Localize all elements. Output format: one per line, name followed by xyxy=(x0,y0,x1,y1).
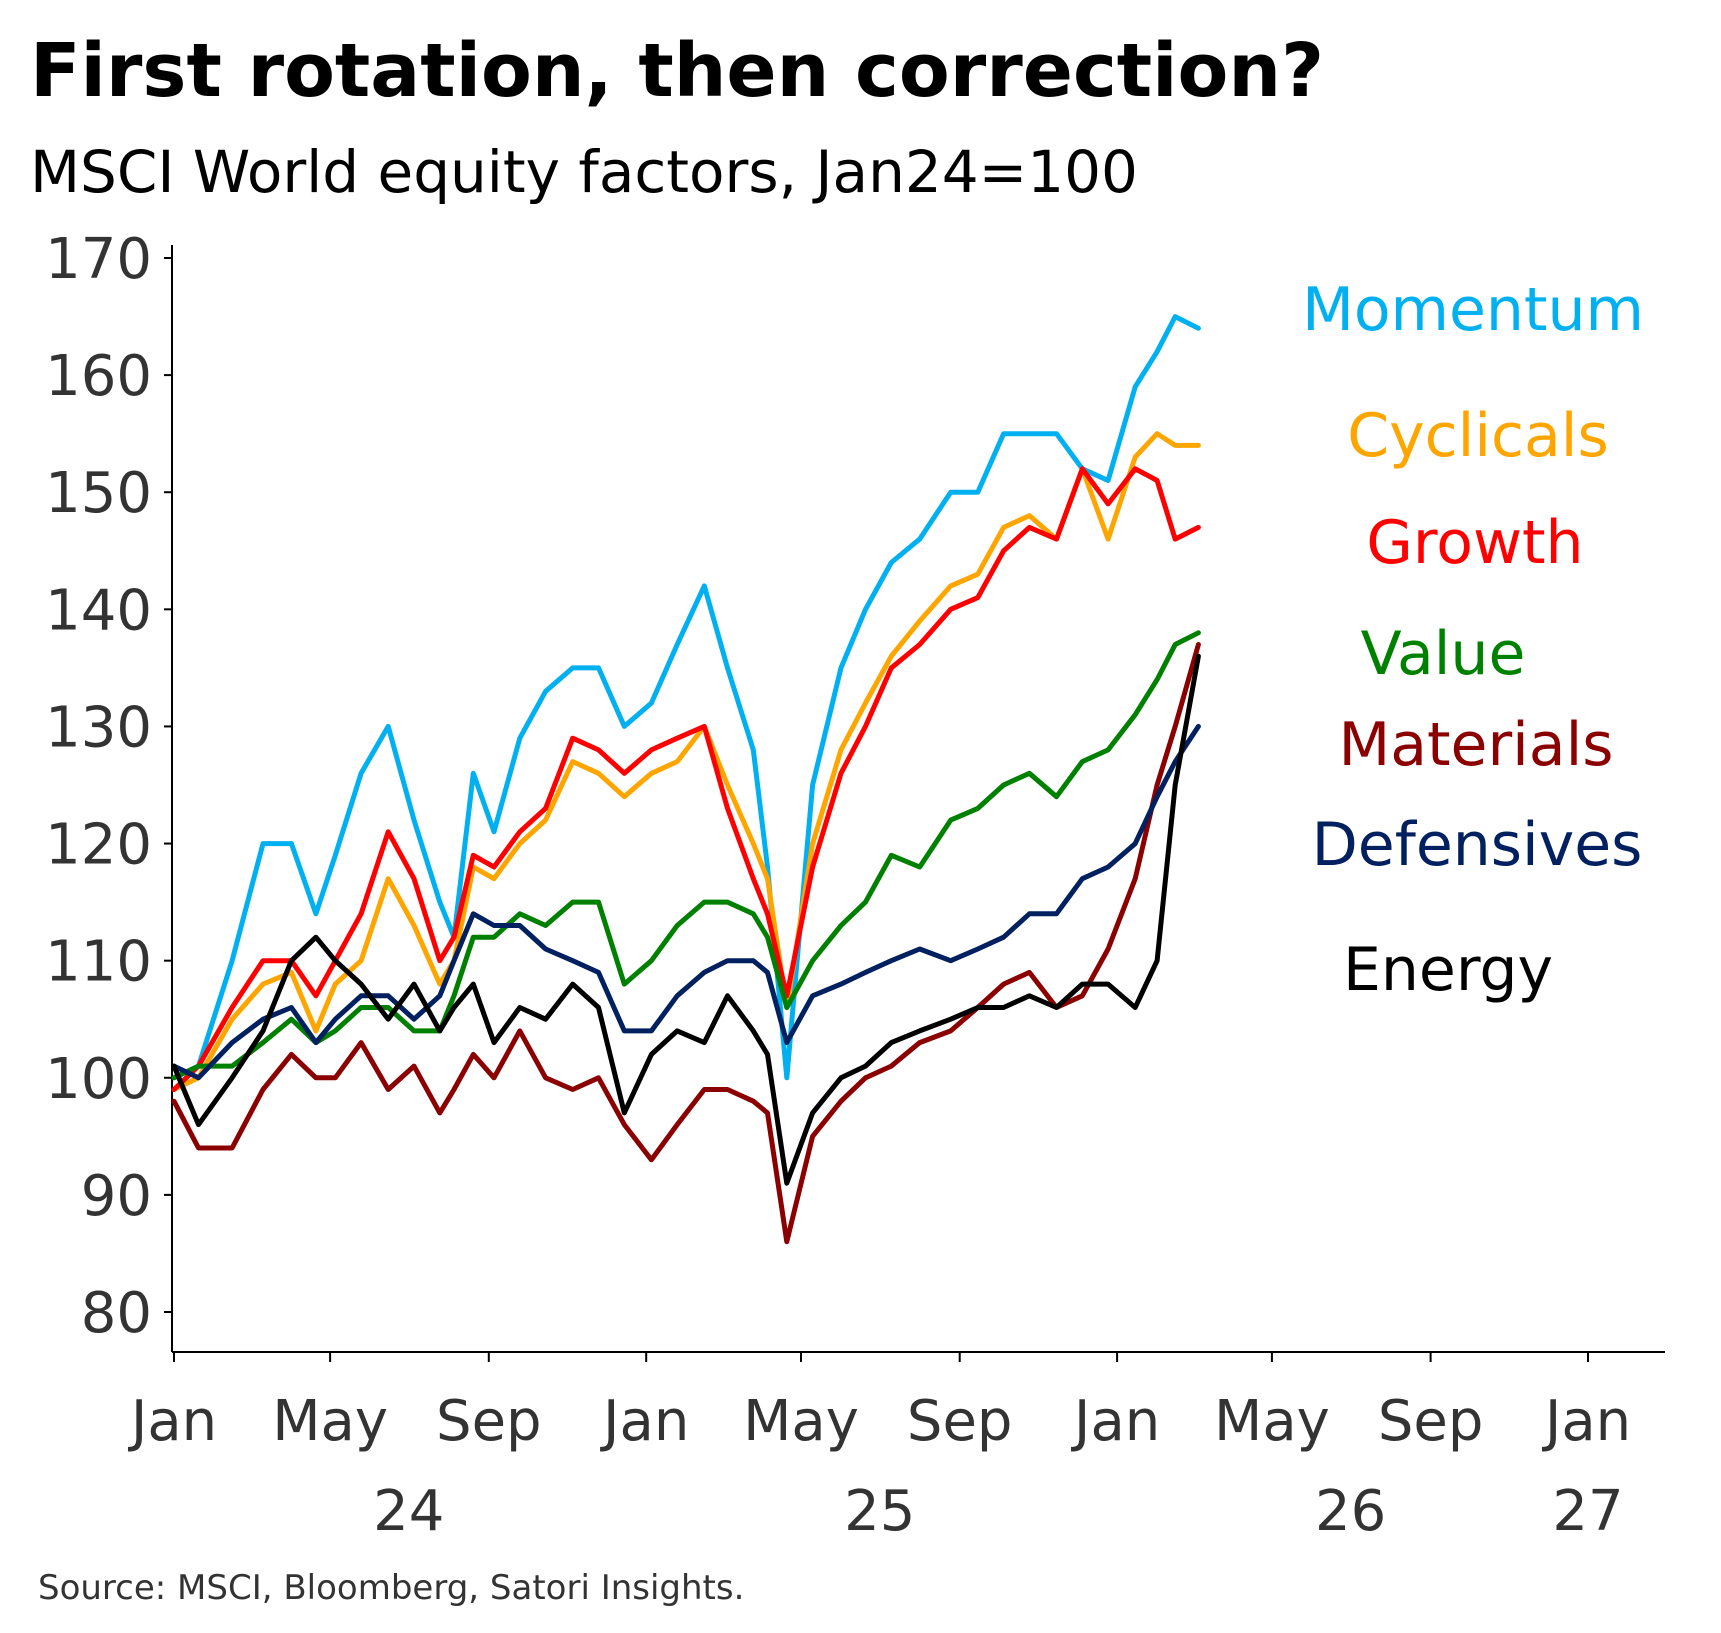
y-tick-label: 80 xyxy=(81,1281,152,1346)
y-tick-label: 110 xyxy=(45,930,152,995)
y-tick-label: 160 xyxy=(45,344,152,409)
year-label: 25 xyxy=(844,1479,915,1544)
series-line-materials xyxy=(171,642,1201,1245)
axes: 170 160 150 140 130 120 110 100 90 80 Jan May Sep Jan… xyxy=(45,227,1665,1544)
legend-label-energy: Energy xyxy=(1343,935,1553,1005)
series-line-momentum xyxy=(171,314,1201,1081)
x-tick-label: Jan xyxy=(128,1389,217,1454)
series-line-growth xyxy=(171,466,1201,1092)
x-tick-label: May xyxy=(272,1389,388,1454)
y-tick-label: 140 xyxy=(45,578,152,643)
x-tick-label: Sep xyxy=(1378,1389,1484,1454)
y-tick-label: 120 xyxy=(45,813,152,878)
chart-title: First rotation, then correction? xyxy=(30,28,1324,114)
legend-label-momentum: Momentum xyxy=(1302,275,1644,345)
source-note: Source: MSCI, Bloomberg, Satori Insights… xyxy=(38,1568,745,1608)
series-line-energy xyxy=(171,653,1201,1186)
legend-label-cyclicals: Cyclicals xyxy=(1347,401,1608,471)
x-tick-label: Sep xyxy=(907,1389,1013,1454)
y-tick-label: 150 xyxy=(45,461,152,526)
y-tick-label: 100 xyxy=(45,1047,152,1112)
year-label: 27 xyxy=(1552,1479,1623,1544)
x-tick-label: Sep xyxy=(436,1389,542,1454)
x-tick-label: Jan xyxy=(600,1389,689,1454)
legend-label-defensives: Defensives xyxy=(1312,810,1643,880)
x-tick-label: Jan xyxy=(1542,1389,1631,1454)
y-tick-label: 130 xyxy=(45,695,152,760)
x-tick-label: May xyxy=(743,1389,859,1454)
year-label: 24 xyxy=(373,1479,444,1544)
x-tick-label: May xyxy=(1214,1389,1330,1454)
series-line-cyclicals xyxy=(171,431,1201,1092)
series-line-value xyxy=(171,630,1201,1081)
y-tick-label: 90 xyxy=(81,1164,152,1229)
x-tick-label: Jan xyxy=(1071,1389,1160,1454)
legend-label-growth: Growth xyxy=(1366,508,1583,578)
legend-label-value: Value xyxy=(1361,619,1526,689)
y-tick-label: 170 xyxy=(45,227,152,292)
legend: Momentum Cyclicals Growth Value Materials Def… xyxy=(1302,275,1644,1005)
chart-subtitle: MSCI World equity factors, Jan24=100 xyxy=(30,138,1138,206)
series-lines xyxy=(171,314,1201,1245)
legend-label-materials: Materials xyxy=(1338,710,1613,780)
series-line-defensives xyxy=(171,723,1201,1081)
year-label: 26 xyxy=(1315,1479,1386,1544)
